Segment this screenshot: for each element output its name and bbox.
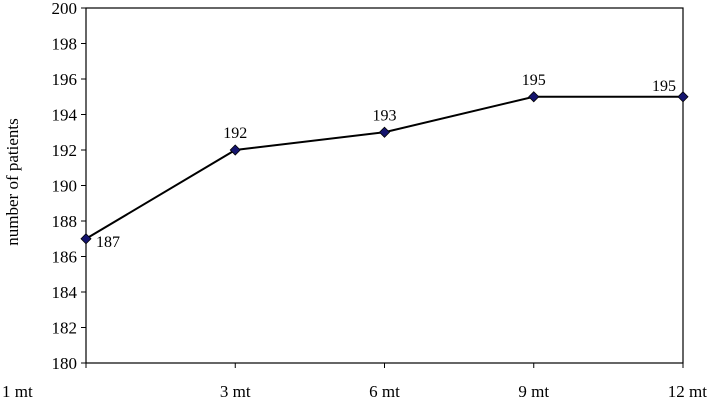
y-tick-label: 188 bbox=[52, 212, 78, 231]
y-tick-label: 192 bbox=[52, 141, 78, 160]
y-tick-label: 180 bbox=[52, 354, 78, 373]
x-tick-label: 1 mt bbox=[2, 382, 33, 401]
x-tick-label: 6 mt bbox=[369, 382, 400, 401]
y-tick-label: 184 bbox=[52, 283, 78, 302]
data-point-marker bbox=[378, 126, 391, 138]
data-point-marker bbox=[677, 91, 689, 103]
data-label: 187 bbox=[96, 234, 120, 251]
x-tick-label: 9 mt bbox=[518, 382, 549, 401]
y-tick-label: 186 bbox=[52, 248, 78, 267]
data-point-marker bbox=[229, 144, 241, 156]
data-label: 195 bbox=[522, 72, 546, 89]
y-tick-label: 182 bbox=[52, 319, 78, 338]
y-tick-label: 200 bbox=[52, 0, 78, 18]
y-tick-label: 198 bbox=[52, 35, 78, 54]
y-tick-label: 194 bbox=[52, 106, 78, 125]
series-layer bbox=[80, 91, 689, 245]
y-axis-title: number of patients bbox=[3, 118, 22, 245]
x-tick-label: 3 mt bbox=[220, 382, 251, 401]
x-axis-ticks: 1 mt 3 mt 6 mt 9 mt 12 mt bbox=[2, 363, 707, 401]
data-label: 192 bbox=[223, 125, 247, 142]
data-point-marker bbox=[80, 233, 92, 245]
data-label: 195 bbox=[652, 78, 676, 95]
data-point-marker bbox=[528, 91, 540, 103]
data-label: 193 bbox=[373, 107, 397, 124]
y-axis-ticks: 180 182 184 186 188 190 192 194 196 198 200 bbox=[52, 0, 86, 373]
y-tick-label: 190 bbox=[52, 177, 78, 196]
y-tick-label: 196 bbox=[52, 70, 78, 89]
x-tick-label: 12 mt bbox=[668, 382, 707, 401]
data-labels-layer: 187 192 193 195 195 bbox=[96, 72, 676, 251]
